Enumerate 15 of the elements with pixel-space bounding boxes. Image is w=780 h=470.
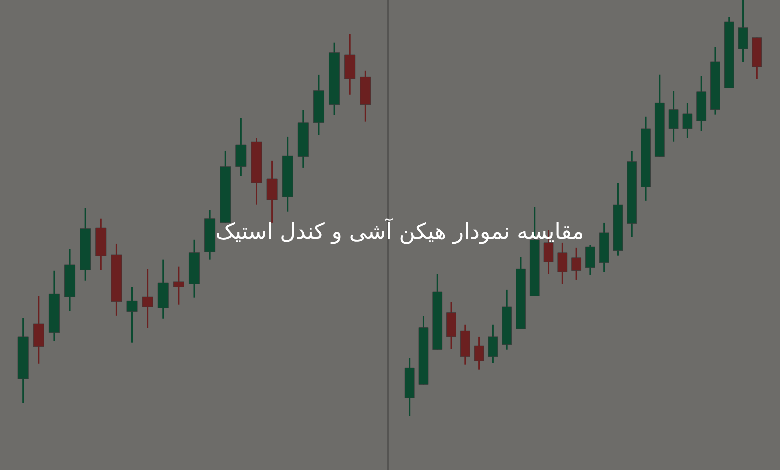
candlestick <box>266 160 278 224</box>
candlestick <box>236 117 247 177</box>
candlestick <box>738 0 748 63</box>
candlestick <box>488 324 498 364</box>
candlestick <box>344 33 356 96</box>
candlestick <box>33 295 44 365</box>
candlestick <box>682 102 693 139</box>
candlestick <box>668 90 679 143</box>
candlestick <box>173 266 184 306</box>
candlestick <box>142 268 154 329</box>
candlestick <box>558 242 568 285</box>
candlestick <box>474 336 484 371</box>
candlestick <box>586 244 596 276</box>
candlestick <box>126 286 138 344</box>
candlestick <box>572 247 582 281</box>
